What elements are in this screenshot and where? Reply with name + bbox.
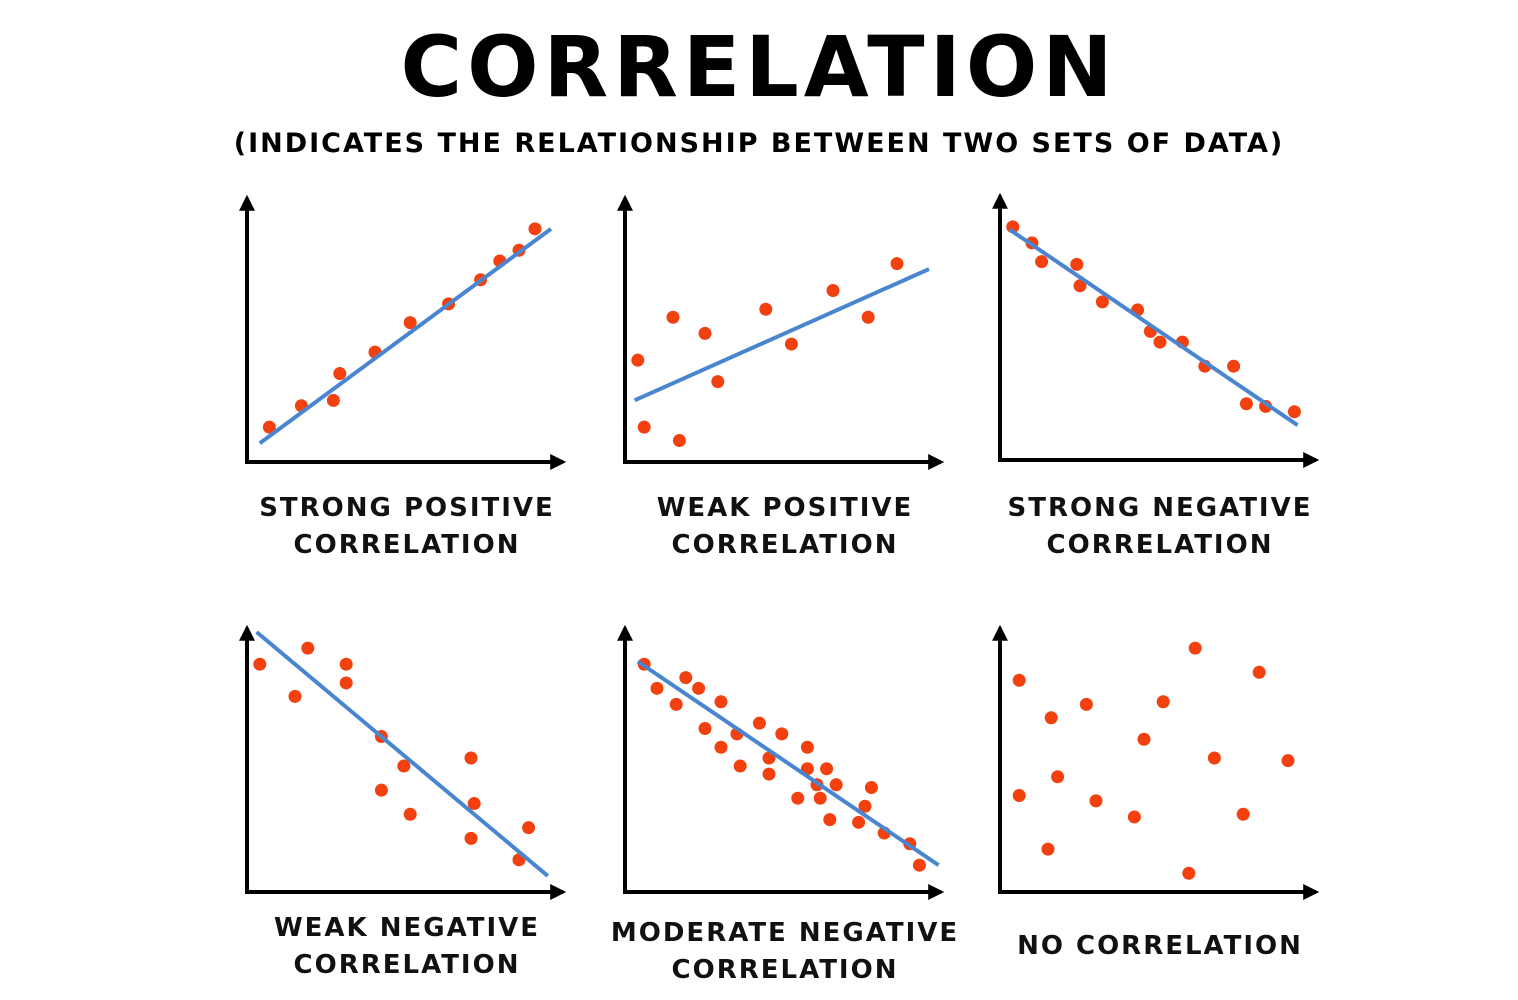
- data-point: [800, 740, 814, 754]
- data-point: [467, 797, 481, 811]
- data-point: [698, 326, 712, 340]
- data-point: [759, 302, 773, 316]
- data-point: [631, 353, 645, 367]
- data-point: [1287, 405, 1301, 419]
- data-point: [1073, 279, 1087, 293]
- data-point: [464, 831, 478, 845]
- panel-label: WEAK POSITIVE CORRELATION: [656, 493, 914, 560]
- data-point: [333, 367, 347, 381]
- data-point: [397, 759, 411, 773]
- data-point: [762, 767, 776, 781]
- data-point: [262, 420, 276, 434]
- data-point: [253, 657, 267, 671]
- data-point: [339, 676, 353, 690]
- data-point: [669, 697, 683, 711]
- data-point: [637, 420, 651, 434]
- data-point: [1044, 711, 1058, 725]
- data-point: [374, 783, 388, 797]
- data-point: [698, 722, 712, 736]
- data-point: [692, 681, 706, 695]
- panel-label: MODERATE NEGATIVE CORRELATION: [610, 918, 960, 985]
- data-point: [1127, 810, 1141, 824]
- data-point: [1051, 770, 1065, 784]
- data-point: [733, 759, 747, 773]
- data-point: [1079, 697, 1093, 711]
- data-point: [1188, 641, 1202, 655]
- trend-line: [633, 267, 930, 403]
- data-point: [820, 762, 834, 776]
- trend-line: [636, 659, 940, 867]
- panel-label: STRONG NEGATIVE CORRELATION: [1007, 493, 1313, 560]
- panel-label: STRONG POSITIVE CORRELATION: [259, 493, 555, 560]
- data-point: [1207, 751, 1221, 765]
- trend-line: [255, 630, 550, 878]
- trend-line: [258, 227, 553, 445]
- panel-label: WEAK NEGATIVE CORRELATION: [273, 913, 541, 980]
- data-point: [1041, 842, 1055, 856]
- data-point: [752, 716, 766, 730]
- data-point: [826, 283, 840, 297]
- data-point: [650, 681, 664, 695]
- data-point: [1153, 335, 1167, 349]
- data-point: [829, 778, 843, 792]
- page-title: CORRELATION: [400, 18, 1118, 116]
- data-point: [679, 671, 693, 685]
- data-point: [403, 316, 417, 330]
- data-point: [1182, 866, 1196, 880]
- data-point: [912, 858, 926, 872]
- data-point: [1236, 807, 1250, 821]
- data-point: [852, 815, 866, 829]
- data-point: [1012, 789, 1026, 803]
- data-point: [672, 434, 686, 448]
- data-point: [1239, 397, 1253, 411]
- data-point: [864, 780, 878, 794]
- data-point: [339, 657, 353, 671]
- data-point: [1035, 255, 1049, 269]
- data-point: [403, 807, 417, 821]
- data-point: [1281, 754, 1295, 768]
- data-point: [813, 791, 827, 805]
- data-point: [301, 641, 315, 655]
- data-point: [522, 821, 536, 835]
- data-point: [1089, 794, 1103, 808]
- data-point: [1070, 257, 1084, 271]
- data-point: [858, 799, 872, 813]
- data-point: [528, 222, 542, 236]
- data-point: [288, 689, 302, 703]
- data-point: [890, 257, 904, 271]
- data-point: [1137, 732, 1151, 746]
- data-point: [861, 310, 875, 324]
- data-point: [1012, 673, 1026, 687]
- data-point: [791, 791, 805, 805]
- trend-line: [1008, 227, 1299, 427]
- data-point: [823, 813, 837, 827]
- data-point: [1156, 695, 1170, 709]
- data-point: [784, 337, 798, 351]
- data-point: [326, 393, 340, 407]
- data-point: [1095, 295, 1109, 309]
- data-point: [714, 695, 728, 709]
- data-point: [464, 751, 478, 765]
- page-subtitle: (INDICATES THE RELATIONSHIP BETWEEN TWO …: [233, 128, 1285, 159]
- data-point: [666, 310, 680, 324]
- data-point: [711, 375, 725, 389]
- data-point: [714, 740, 728, 754]
- data-point: [775, 727, 789, 741]
- data-point: [1227, 359, 1241, 373]
- data-point: [1252, 665, 1266, 679]
- panel-label: NO CORRELATION: [1017, 931, 1303, 961]
